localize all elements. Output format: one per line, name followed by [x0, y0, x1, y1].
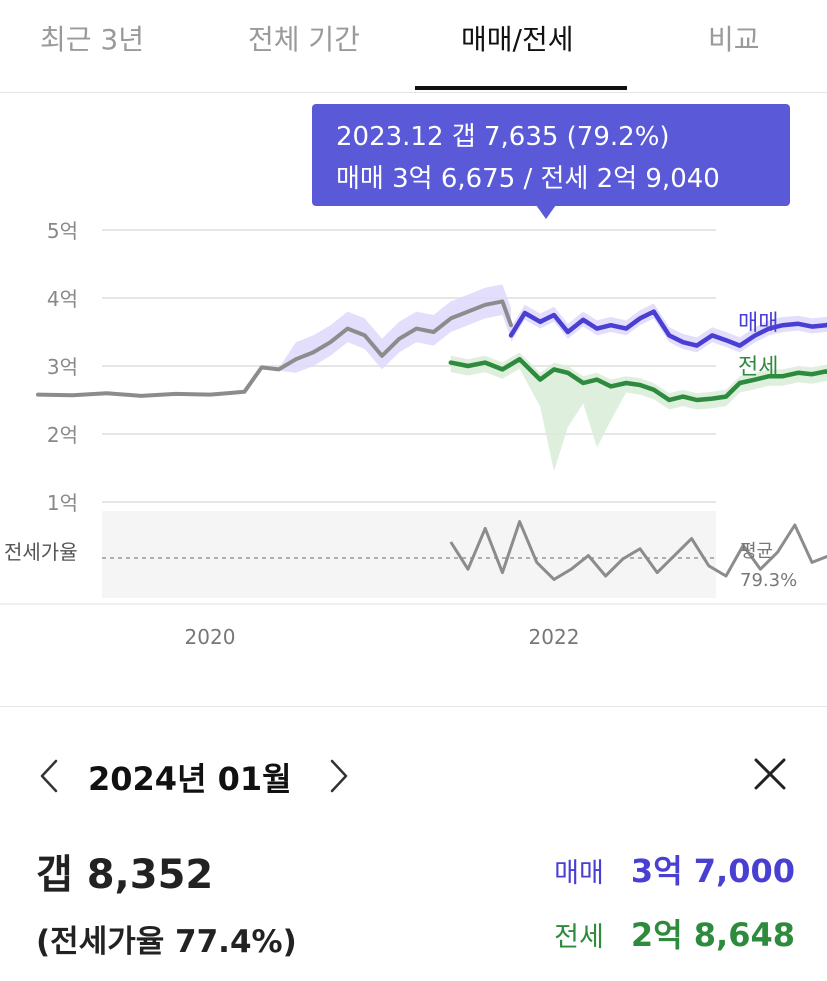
y-tick-label: 5억 [47, 219, 78, 243]
y-tick-label: 2억 [47, 423, 78, 447]
section-divider [0, 706, 827, 707]
sale-price-row: 매매 3억 7,000 [554, 846, 795, 892]
y-tick-label: 1억 [47, 491, 78, 515]
close-button[interactable] [752, 756, 788, 792]
next-month-button[interactable] [324, 758, 354, 794]
active-tab-indicator [415, 86, 627, 90]
selected-period: 2024년 01월 [88, 760, 292, 798]
legend-sale-label: 매매 [738, 311, 778, 336]
tab-compare[interactable]: 비교 [708, 23, 760, 56]
x-tick-label: 2020 [185, 625, 236, 649]
close-icon [754, 758, 786, 790]
tab-recent-3y[interactable]: 최근 3년 [40, 23, 144, 56]
tooltip-pointer [536, 205, 556, 219]
average-value: 79.3% [740, 570, 797, 591]
y-tick-label: 3억 [47, 355, 78, 379]
jeonse-ratio: (전세가율 77.4%) [36, 924, 297, 960]
jeonse-price-label: 전세 [554, 922, 604, 953]
tooltip-line-prices: 매매 3억 6,675 / 전세 2억 9,040 [336, 164, 720, 194]
jeonse-price-value: 2억 8,648 [630, 916, 795, 954]
previous-month-button[interactable] [36, 758, 66, 794]
gap-amount: 갭 8,352 [36, 852, 214, 898]
tab-sale-jeonse[interactable]: 매매/전세 [461, 23, 574, 56]
chart-tooltip: 2023.12 갭 7,635 (79.2%) 매매 3억 6,675 / 전세… [312, 104, 790, 206]
tab-all-period[interactable]: 전체 기간 [248, 23, 360, 56]
sale-price-label: 매매 [554, 858, 604, 889]
jeonse-price-row: 전세 2억 8,648 [554, 910, 795, 956]
tooltip-line-gap: 2023.12 갭 7,635 (79.2%) [336, 122, 670, 152]
jeonse-range-band [450, 352, 827, 472]
price-history-line [36, 299, 513, 398]
y-tick-label: 4억 [47, 287, 78, 311]
sale-range-band-history [38, 284, 511, 398]
ratio-panel-bg [102, 511, 716, 598]
chevron-left-icon [40, 759, 58, 793]
jeonse-line [448, 356, 827, 403]
chevron-right-icon [330, 759, 348, 793]
average-label: 평균 [740, 541, 773, 562]
ratio-axis-label: 전세가율 [4, 540, 78, 564]
sale-price-value: 3억 7,000 [630, 852, 795, 890]
period-tab-bar: 최근 3년 전체 기간 매매/전세 비교 [0, 0, 827, 93]
ratio-line [449, 520, 827, 581]
sale-line [508, 309, 827, 348]
legend-jeonse-label: 전세 [738, 355, 778, 380]
x-tick-label: 2022 [529, 625, 580, 649]
